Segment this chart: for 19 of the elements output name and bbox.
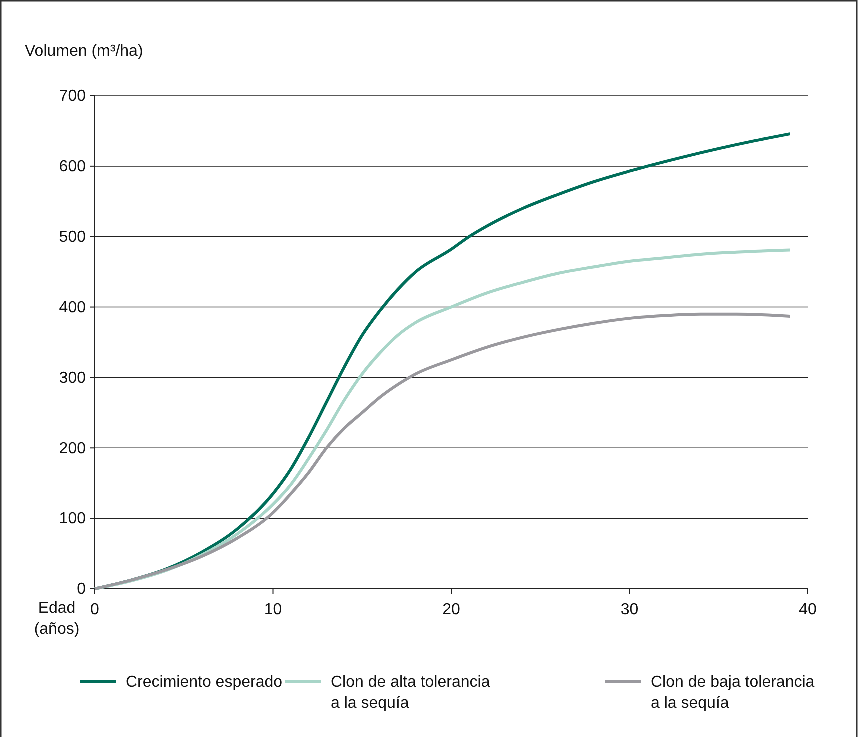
x-tick-label: 20 [442,602,460,619]
legend-label: Clon de baja tolerancia a la sequía [651,674,815,712]
y-tick-label: 300 [59,370,86,387]
y-tick-label: 700 [59,88,86,106]
x-tick-label: 0 [90,602,100,619]
y-tick-label: 500 [59,228,86,246]
x-tick-label: 30 [620,602,639,619]
y-tick-label: 600 [59,158,86,176]
y-tick-label: 200 [59,440,86,458]
line-series [94,312,792,590]
x-axis-title: Edad (años) [34,600,80,638]
y-tick-label: 400 [59,299,86,316]
y-tick-label: 0 [77,581,86,598]
legend-label: Clon de alta tolerancia a la sequía [331,674,490,712]
legend-label: Crecimiento esperado [126,674,283,691]
y-tick-label: 100 [59,510,86,528]
x-tick-label: 10 [264,602,282,619]
x-tick-label: 40 [799,602,817,619]
y-axis-title: Volumen (m³/ha) [25,43,144,60]
